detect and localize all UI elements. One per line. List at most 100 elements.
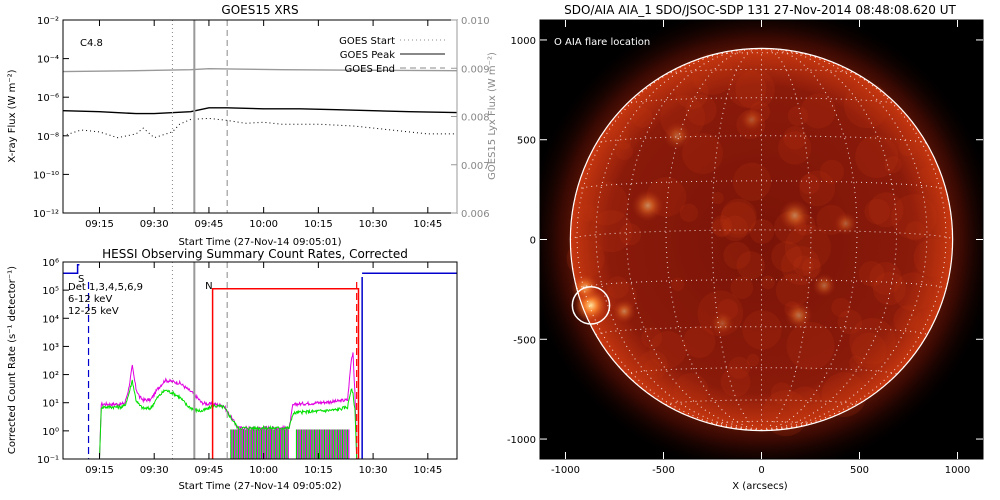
goes-xtick-label: 09:30	[140, 219, 169, 230]
goes-legend-label: GOES End	[345, 64, 395, 75]
hessi-annotation-s: S	[78, 274, 84, 285]
goes-legend-label: GOES Start	[339, 36, 395, 47]
goes-y2tick-label: 0.009	[461, 64, 490, 75]
aia-texture-blob	[918, 167, 935, 184]
goes-legend-label: GOES Peak	[340, 50, 395, 61]
aia-texture-blob	[722, 215, 748, 242]
goes-xtick-label: 10:45	[413, 219, 442, 230]
goes-y2tick-label: 0.006	[461, 209, 490, 220]
aia-texture-blob	[742, 310, 782, 350]
hessi-x-axis: 09:15 09:30 09:45 10:00 10:15 10:30 10:45	[85, 262, 442, 476]
aia-texture-blob	[720, 367, 751, 397]
goes-legend: GOES Start GOES Peak GOES End	[339, 36, 445, 75]
aia-texture-blob	[606, 276, 629, 299]
goes-y2label: GOES15 Lyx Flux (W m⁻²)	[487, 52, 498, 180]
hessi-ytick-label: 10¹	[42, 399, 59, 410]
aia-texture-blob	[681, 132, 724, 175]
aia-legend: O AIA flare location	[554, 37, 650, 48]
goes-ytick-label: 10⁻⁶	[37, 93, 59, 104]
aia-texture-blob	[631, 107, 653, 128]
aia-texture-blob	[578, 203, 597, 222]
aia-texture-blob	[746, 353, 760, 367]
aia-texture-blob	[849, 355, 864, 370]
goes-xtick-label: 09:45	[195, 219, 224, 230]
aia-texture-blob	[891, 194, 937, 240]
hessi-flag-4	[211, 287, 360, 459]
hessi-xtick-label: 09:45	[195, 465, 224, 476]
aia-panel: SDO/AIA AIA_1 SDO/JSOC-SDP 131 27-Nov-20…	[507, 3, 984, 492]
aia-xtick-label: 1000	[945, 465, 970, 476]
aia-texture-blob	[590, 210, 633, 253]
aia-texture-blob	[893, 272, 933, 311]
aia-texture-blob	[732, 162, 772, 202]
aia-texture-blob	[671, 277, 685, 291]
aia-texture-blob	[821, 372, 867, 417]
hessi-legend-entry: 12-25 keV	[68, 306, 119, 317]
aia-texture-blob	[893, 305, 923, 334]
goes-xtick-label: 10:15	[304, 219, 333, 230]
aia-texture-blob	[583, 181, 628, 226]
goes-xtick-label: 10:00	[249, 219, 278, 230]
hessi-legend-entry: 6-12 keV	[68, 294, 112, 305]
aia-texture-blob	[783, 126, 807, 150]
aia-texture-blob	[685, 94, 717, 126]
aia-texture-blob	[719, 201, 756, 238]
aia-xtick-label: 500	[850, 465, 869, 476]
aia-texture-blob	[849, 317, 896, 365]
aia-active-region	[785, 301, 813, 330]
goes-xtick-label: 10:30	[359, 219, 388, 230]
aia-texture-blob	[775, 273, 810, 308]
aia-latitude-line	[626, 97, 897, 105]
aia-longitude-line	[761, 47, 812, 431]
hessi-title: HESSI Observing Summary Count Rates, Cor…	[102, 247, 408, 261]
aia-texture-blob	[869, 261, 902, 295]
hessi-xtick-label: 10:00	[249, 465, 278, 476]
aia-xtick-label: 0	[758, 465, 764, 476]
aia-ytick-label: -1000	[507, 435, 536, 446]
aia-texture-blob	[711, 215, 733, 237]
aia-texture-blob	[800, 93, 836, 129]
aia-texture-blob	[868, 192, 904, 228]
goes-y2tick-label: 0.007	[461, 161, 490, 172]
aia-texture-blob	[612, 125, 630, 143]
aia-texture-blob	[778, 131, 812, 165]
aia-texture-blob	[801, 258, 822, 278]
hessi-series-group	[63, 264, 457, 459]
aia-texture-blob	[644, 359, 661, 375]
goes-xlabel: Start Time (27-Nov-14 09:05:01)	[178, 237, 341, 248]
aia-texture-blob	[793, 255, 814, 276]
aia-texture-blob	[855, 135, 899, 179]
aia-y-axis: -1000 -500 0 500 1000	[507, 36, 983, 446]
goes-xtick-label: 09:15	[85, 219, 114, 230]
aia-texture-blob	[683, 325, 716, 358]
goes-y-axis: 10⁻¹² 10⁻¹⁰ 10⁻⁸ 10⁻⁶ 10⁻⁴ 10⁻²	[33, 16, 69, 220]
hessi-xtick-label: 09:15	[85, 465, 114, 476]
aia-x-axis: -1000 -500 0 500 1000	[551, 20, 970, 476]
aia-texture-blob	[771, 241, 803, 272]
goes-ytick-label: 10⁻⁸	[37, 132, 59, 143]
aia-active-region	[612, 299, 637, 324]
hessi-panel: HESSI Observing Summary Count Rates, Cor…	[7, 247, 458, 492]
aia-latitude-line	[576, 180, 947, 191]
goes-ytick-label: 10⁻²	[37, 16, 59, 27]
aia-ytick-label: 1000	[511, 36, 536, 47]
goes-y2-axis: 0.006 0.007 0.008 0.009 0.010	[451, 16, 490, 220]
aia-texture-blob	[784, 224, 831, 271]
aia-ytick-label: -500	[513, 335, 536, 346]
aia-active-region	[739, 108, 764, 132]
aia-texture-blob	[864, 198, 891, 225]
aia-texture-blob	[673, 372, 709, 408]
aia-texture-blob	[799, 174, 820, 195]
aia-texture-blob	[831, 297, 851, 318]
hessi-flag-2	[63, 264, 80, 275]
goes-y2tick-label: 0.010	[461, 16, 490, 27]
aia-texture-blob	[781, 246, 821, 286]
aia-texture-blob	[619, 223, 642, 246]
aia-texture-blob	[788, 386, 821, 419]
aia-xtick-label: -500	[652, 465, 675, 476]
aia-texture-blob	[730, 276, 754, 299]
aia-xlabel: X (arcsecs)	[732, 481, 788, 492]
hessi-xtick-label: 10:30	[359, 465, 388, 476]
aia-active-region	[710, 311, 735, 336]
